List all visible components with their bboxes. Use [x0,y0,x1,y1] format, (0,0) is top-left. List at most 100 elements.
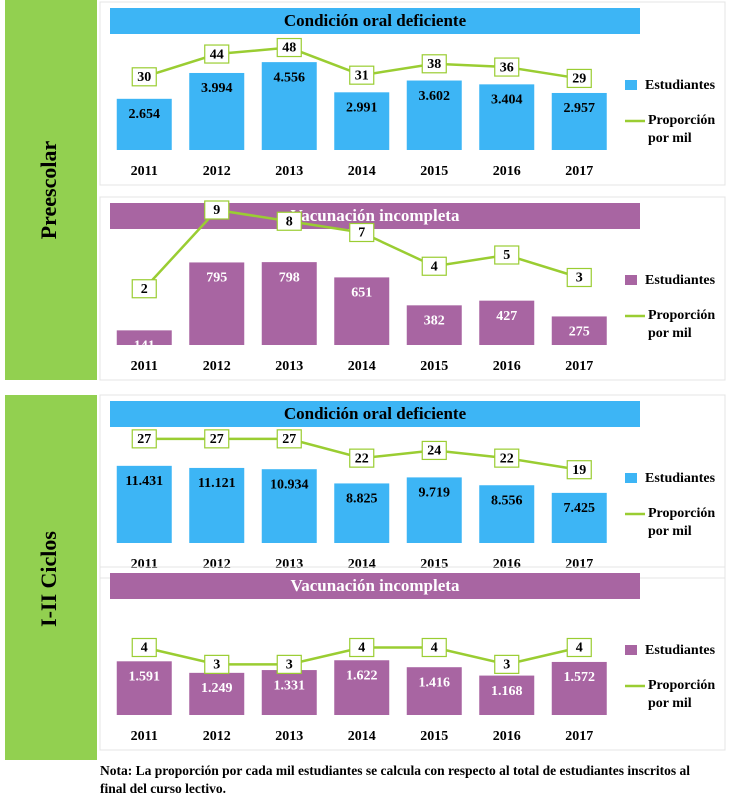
point-label: 4 [431,641,438,656]
legend-swatch [625,80,637,90]
title-bar [110,573,640,599]
point-label-box [204,200,230,220]
point-label-box [204,44,230,64]
x-tick-label: 2011 [131,359,158,374]
legend-label: Proporción por mil [648,113,715,146]
legend-label-line: Proporción [648,308,715,323]
x-tick-label: 2014 [348,557,376,572]
title-bar [110,8,640,34]
section-label: Preescolar [36,141,61,240]
bar [479,300,535,345]
legend-label-line: por mil [648,696,692,711]
chart: Vacunación incompleta 1.591 2011 1.249 2012 1… [99,566,726,751]
legend-label: Proporción por mil [648,308,715,341]
section-panel [5,0,97,380]
legend-label-line: por mil [648,524,692,539]
point-label: 22 [355,451,369,466]
bar [189,262,245,345]
bar-label: 7.425 [564,501,596,516]
point-label-box [131,67,157,87]
note: Nota: La proporción por cada mil estudia… [100,763,690,796]
point-label: 27 [210,432,224,447]
bar-label: 1.331 [274,678,306,693]
title-bar [110,203,640,229]
point-label: 30 [137,70,151,85]
point-label-box [131,429,157,449]
bar [479,485,535,543]
bar [116,330,172,345]
legend-label-line: por mil [648,131,692,146]
bar-label: 3.404 [491,93,523,108]
point-label: 31 [355,68,369,83]
point-label-box [421,440,447,461]
chart-title: Vacunación incompleta [291,576,460,595]
chart: Condición oral deficiente 2.654 2011 3.994 2… [99,1,726,186]
point-label: 3 [286,658,293,673]
point-label: 3 [213,658,220,673]
x-tick-label: 2012 [203,729,231,744]
bar-label: 275 [569,325,590,340]
bar-label: 1.168 [491,684,523,699]
bar-label: 2.991 [346,101,378,116]
x-tick-label: 2013 [275,729,303,744]
infographic: Preescolar I-II Ciclos Condición oral de… [5,0,726,760]
bar [261,469,317,543]
x-tick-label: 2015 [420,557,448,572]
bar-label: 2.654 [129,107,161,122]
bar-label: 1.572 [564,670,596,685]
bar [189,467,245,543]
bar [551,316,607,345]
x-tick-label: 2016 [493,359,521,374]
point-label-box [349,222,375,243]
x-tick-label: 2013 [275,557,303,572]
bar-label: 1.416 [419,675,451,690]
bar [189,72,245,150]
bar [551,92,607,150]
point-label-box [349,65,375,85]
point-label: 7 [358,226,365,241]
bar [406,305,462,345]
bar [261,62,317,150]
bar-label: 427 [496,309,517,324]
bar-label: 11.431 [125,474,163,489]
legend-label: Estudiantes [645,273,716,288]
x-tick-label: 2016 [493,164,521,179]
point-label-box [421,54,447,74]
point-label-box [494,245,520,265]
legend-swatch [625,645,637,655]
point-label-box [131,279,157,299]
chart: Condición oral deficiente 11.431 2011 11.12… [99,394,726,579]
point-label: 3 [576,271,583,286]
point-label-box [421,256,447,276]
legend-label-line: Proporción [648,506,715,521]
legend-label: Proporción por mil [648,678,715,711]
x-tick-label: 2016 [493,557,521,572]
point-label: 44 [210,47,224,62]
bar-label: 9.719 [419,486,451,501]
point-label-box [276,429,302,449]
bar-label: 3.994 [201,81,233,96]
point-label: 4 [431,259,438,274]
legend-label: Proporción por mil [648,506,715,539]
x-tick-label: 2015 [420,729,448,744]
bar [334,277,390,345]
point-label-box [204,429,230,449]
bar-label: 8.556 [491,493,523,508]
point-label-box [276,211,302,231]
point-label: 4 [141,641,148,656]
bar-label: 11.121 [198,476,236,491]
bar [116,98,172,150]
bar [406,667,462,715]
bar-label: 651 [351,286,372,301]
point-label: 4 [358,641,365,656]
bar [334,660,390,715]
x-tick-label: 2017 [565,729,593,744]
x-tick-label: 2015 [420,164,448,179]
legend-label: Estudiantes [645,78,716,93]
bar-label: 3.602 [419,89,451,104]
legend-label: Estudiantes [645,471,716,486]
x-tick-label: 2012 [203,359,231,374]
point-label: 3 [503,658,510,673]
point-label: 2 [141,282,148,297]
